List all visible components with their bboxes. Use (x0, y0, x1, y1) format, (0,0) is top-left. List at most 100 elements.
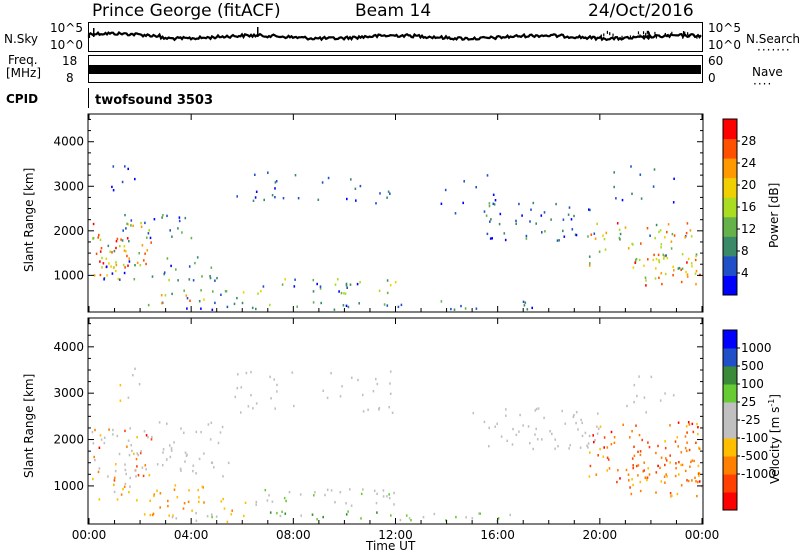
velocity-cell (393, 491, 395, 495)
power-cell (664, 254, 666, 258)
power-cell (112, 165, 115, 168)
power-cell (685, 231, 688, 235)
velocity-ylabel: Slant Range [km] (22, 373, 36, 478)
velocity-cell (675, 467, 677, 470)
velocity-cell (147, 436, 149, 439)
velocity-cell (509, 513, 511, 517)
power-cell (354, 187, 357, 190)
power-cell (210, 266, 213, 269)
power-cell (151, 275, 154, 278)
power-cell (645, 284, 647, 287)
power-cell (334, 283, 337, 286)
power-cell (134, 264, 136, 267)
power-cell (686, 261, 688, 264)
power-cell (673, 269, 675, 272)
power-cell (98, 233, 100, 237)
power-cell (297, 197, 300, 200)
velocity-cell (596, 425, 598, 428)
velocity-cell (168, 514, 170, 517)
power-cell (130, 224, 132, 227)
velocity-cell (215, 515, 218, 518)
power-cell (503, 232, 506, 235)
velocity-cell (577, 428, 579, 431)
velocity-cell (592, 434, 594, 437)
velocity-cell (198, 457, 201, 461)
power-cell (657, 253, 660, 257)
power-cell (654, 277, 657, 280)
power-cell (226, 305, 229, 309)
velocity-cell (173, 488, 176, 491)
velocity-cell (92, 477, 94, 481)
power-cell (233, 302, 236, 306)
power-cell (556, 239, 559, 242)
velocity-cell (136, 452, 138, 455)
velocity-cell (143, 513, 146, 516)
power-cell (490, 218, 492, 221)
power-cell (175, 268, 177, 271)
velocity-colorbar-segment (723, 402, 737, 421)
power-colorbar-label: 20 (741, 178, 756, 192)
velocity-cell (674, 440, 677, 443)
velocity-cell (162, 448, 165, 451)
nave-label: Nave (752, 65, 783, 79)
velocity-cell (631, 430, 633, 433)
velocity-cell (391, 411, 394, 414)
velocity-cell (639, 480, 642, 484)
power-cell (386, 279, 389, 282)
power-colorbar-label: 12 (741, 222, 756, 236)
velocity-cell (156, 489, 158, 492)
power-cell (540, 214, 543, 217)
velocity-cell (284, 512, 287, 515)
velocity-cell (688, 448, 691, 452)
cpid-panel (88, 88, 703, 108)
power-cell (113, 249, 116, 253)
power-colorbar-segment (723, 275, 737, 296)
velocity-cell (646, 478, 648, 482)
velocity-cell (698, 447, 701, 451)
velocity-cell (564, 422, 567, 425)
velocity-cell (186, 453, 188, 456)
velocity-cell (664, 440, 666, 443)
velocity-cell (693, 459, 695, 463)
power-cell (282, 197, 285, 200)
nsearch-dots: ······· (757, 43, 791, 57)
power-cell (319, 287, 322, 290)
power-cell (645, 279, 647, 282)
velocity-cell (273, 378, 275, 381)
velocity-cell (646, 476, 649, 479)
velocity-cell (107, 475, 109, 478)
velocity-cell (515, 433, 518, 437)
velocity-cell (613, 441, 616, 444)
velocity-cell (686, 431, 688, 434)
power-cell (189, 299, 191, 302)
velocity-cell (133, 452, 135, 456)
power-cell (594, 237, 597, 240)
velocity-colorbar-label: 25 (741, 395, 756, 409)
power-cell (604, 248, 607, 251)
velocity-cell (276, 383, 278, 387)
power-cell (639, 173, 642, 176)
power-cell (440, 202, 443, 205)
velocity-cell (657, 464, 659, 468)
power-cell (119, 278, 121, 281)
velocity-cell (345, 513, 348, 516)
power-cell (132, 224, 134, 227)
velocity-cell (191, 509, 193, 512)
power-cell (171, 292, 173, 296)
power-cell (356, 282, 359, 286)
power-cell (658, 276, 660, 279)
velocity-cell (330, 372, 332, 375)
power-cell (338, 290, 340, 293)
velocity-cell (597, 427, 600, 430)
velocity-cell (686, 479, 688, 482)
power-cell (672, 274, 674, 277)
power-cell (378, 289, 381, 292)
velocity-cell (422, 516, 425, 519)
velocity-cell (255, 503, 257, 506)
power-cell (150, 241, 152, 244)
power-cell (677, 267, 680, 270)
velocity-cell (174, 484, 177, 487)
velocity-cell (635, 464, 638, 468)
velocity-cell (698, 474, 700, 478)
velocity-cell (91, 430, 94, 434)
